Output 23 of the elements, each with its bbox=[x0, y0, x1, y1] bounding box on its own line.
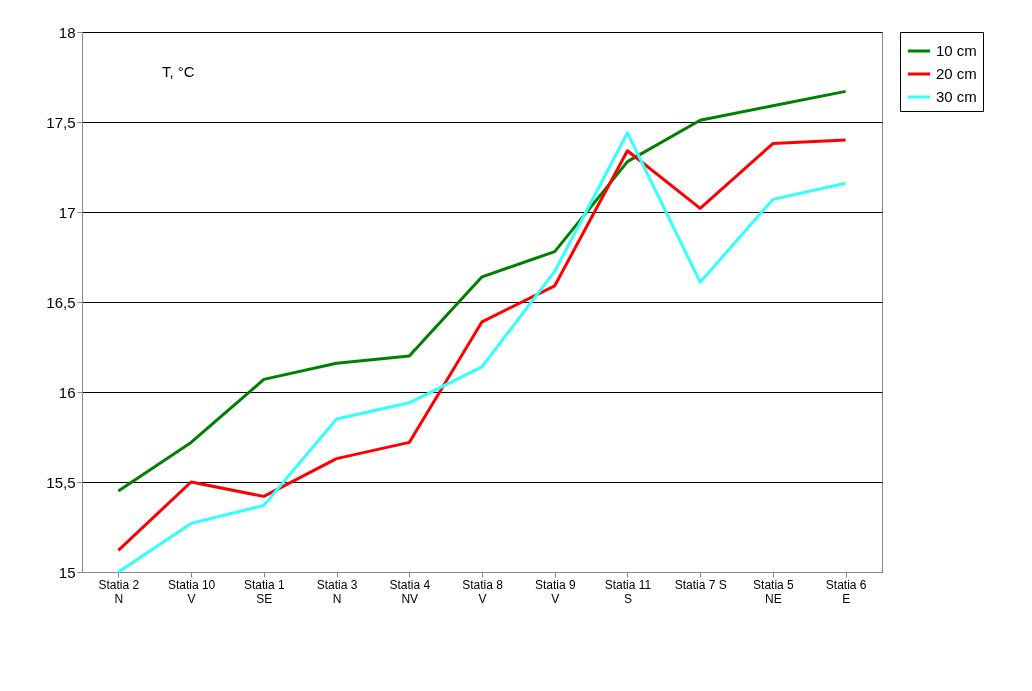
x-tick-label: Statia 4 NV bbox=[389, 577, 431, 606]
legend-label: 10 cm bbox=[936, 42, 977, 59]
legend-label: 30 cm bbox=[936, 88, 977, 105]
x-tick-label: Statia 8 V bbox=[462, 577, 504, 606]
y-tick-label: 16,5 bbox=[46, 293, 76, 311]
y-tick-label: 17 bbox=[58, 203, 76, 221]
y-tick-label: 18 bbox=[58, 23, 76, 41]
y-tick-label: 15,5 bbox=[46, 473, 76, 491]
x-tick-label: Statia 10 V bbox=[167, 577, 216, 606]
x-tick-label: Statia 7 S bbox=[674, 577, 727, 592]
x-tick-label: Statia 11 S bbox=[604, 577, 652, 606]
line-series bbox=[116, 89, 848, 493]
y-tick-label: 17,5 bbox=[46, 113, 76, 131]
x-tick-label: Statia 9 V bbox=[534, 577, 576, 606]
y-tick-label: 16 bbox=[58, 383, 76, 401]
x-tick-label: Statia 5 NE bbox=[753, 577, 795, 606]
legend-label: 20 cm bbox=[936, 65, 977, 82]
x-tick-label: Statia 3 N bbox=[316, 577, 358, 606]
y-tick-label: 15 bbox=[58, 563, 76, 581]
x-tick-label: Statia 2 N bbox=[98, 577, 140, 606]
annotation: T, °C bbox=[162, 63, 195, 80]
x-tick-label: Statia 1 SE bbox=[243, 577, 285, 606]
x-tick-label: Statia 6 E bbox=[825, 577, 867, 606]
